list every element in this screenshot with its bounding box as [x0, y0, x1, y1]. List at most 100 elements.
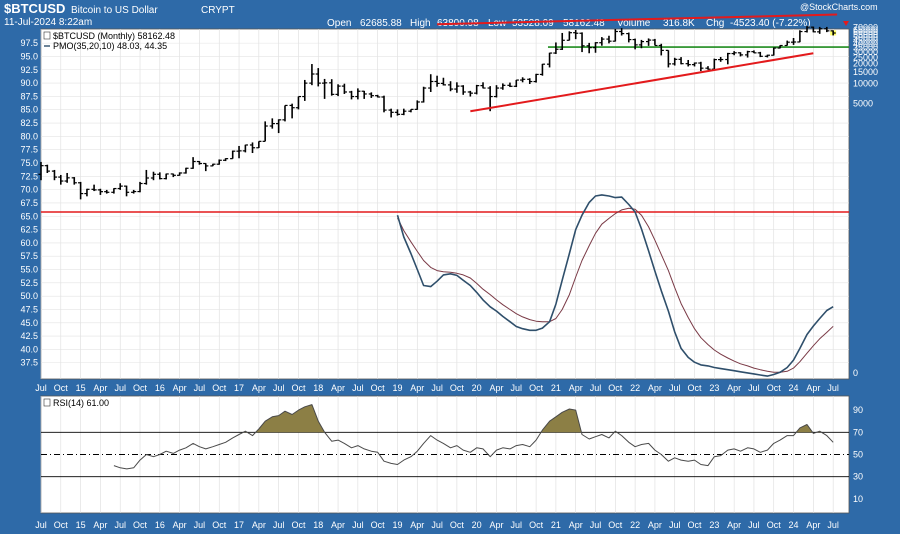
- x-tick-label: Jul: [114, 383, 126, 393]
- x-tick-label: Apr: [410, 383, 424, 393]
- x-tick-label: Oct: [767, 383, 782, 393]
- rsi-tick-label: 10: [853, 494, 863, 504]
- last-value: 58162.48: [563, 18, 605, 29]
- x-tick-label: Oct: [133, 520, 148, 530]
- high-label: High: [410, 18, 431, 29]
- header-name: Bitcoin to US Dollar: [71, 5, 158, 16]
- x-tick-label: Oct: [450, 520, 465, 530]
- x-tick-label: Oct: [450, 383, 465, 393]
- left-tick-label: 47.5: [20, 304, 38, 314]
- right-tick-label: 0: [853, 368, 858, 378]
- x-tick-label: 20: [472, 383, 482, 393]
- pmo-signal-line: [397, 207, 834, 373]
- x-tick-label: Jul: [35, 520, 47, 530]
- right-tick-label: 50000: [853, 32, 878, 42]
- x-tick-label: 24: [789, 520, 799, 530]
- x-axis-top: Jul Oct 15 Apr Jul Oct 16 Apr Jul Oct 17 Apr Jul Oct 1…: [35, 383, 839, 393]
- x-tick-label: Apr: [489, 383, 503, 393]
- x-tick-label: Jul: [114, 520, 126, 530]
- x-tick-label: 19: [392, 383, 402, 393]
- down-arrow-icon: [843, 21, 849, 26]
- x-tick-label: 23: [709, 520, 719, 530]
- x-tick-label: Apr: [569, 383, 583, 393]
- price-left-axis: 97.5 95.0 92.5 90.0 87.5 85.0 82.5 80.0 77.5 75.0…: [20, 38, 38, 368]
- x-tick-label: Oct: [608, 520, 623, 530]
- right-tick-label: 5000: [853, 99, 873, 109]
- watermark: @StockCharts.com: [800, 2, 878, 12]
- chg-label: Chg: [706, 18, 724, 29]
- left-tick-label: 65.0: [20, 211, 38, 221]
- x-tick-label: 18: [313, 520, 323, 530]
- x-tick-label: Jul: [352, 383, 364, 393]
- left-tick-label: 67.5: [20, 198, 38, 208]
- header-exchange: CRYPT: [201, 5, 235, 16]
- x-tick-label: Jul: [273, 383, 285, 393]
- x-tick-label: Oct: [529, 383, 544, 393]
- x-tick-label: Apr: [727, 383, 741, 393]
- x-tick-label: Jul: [352, 520, 364, 530]
- left-tick-label: 55.0: [20, 265, 38, 275]
- low-value: 53528.09: [512, 18, 554, 29]
- rsi-legend: RSI(14) 61.00: [43, 398, 109, 408]
- x-tick-label: Apr: [252, 383, 266, 393]
- left-tick-label: 87.5: [20, 91, 38, 101]
- price-marks: [38, 13, 849, 377]
- x-tick-label: Oct: [291, 520, 306, 530]
- x-tick-label: Oct: [54, 383, 69, 393]
- x-tick-label: Apr: [331, 520, 345, 530]
- right-tick-label: 70000: [853, 23, 878, 33]
- volume-value: 316.8K: [663, 18, 695, 29]
- x-tick-label: Apr: [648, 520, 662, 530]
- x-tick-label: Jul: [748, 383, 760, 393]
- price-right-axis: 7000065000600005500050000450004000035000…: [853, 23, 878, 378]
- x-tick-label: Apr: [93, 520, 107, 530]
- x-tick-label: Oct: [608, 383, 623, 393]
- x-tick-label: 22: [630, 520, 640, 530]
- x-tick-label: Jul: [590, 520, 602, 530]
- right-tick-label: 10000: [853, 79, 878, 89]
- x-tick-label: Oct: [688, 383, 703, 393]
- left-tick-label: 42.5: [20, 331, 38, 341]
- rsi-grid: [40, 396, 849, 513]
- legend-collapse-icon: [43, 31, 51, 40]
- x-tick-label: Jul: [669, 383, 681, 393]
- volume-label: Volume: [617, 18, 651, 29]
- left-tick-label: 80.0: [20, 131, 38, 141]
- x-tick-label: Oct: [371, 383, 386, 393]
- x-tick-label: Jul: [590, 383, 602, 393]
- left-tick-label: 85.0: [20, 105, 38, 115]
- rsi-overbought-fill: [255, 404, 325, 433]
- x-tick-label: 21: [551, 520, 561, 530]
- x-tick-label: Oct: [212, 520, 227, 530]
- x-tick-label: 23: [709, 383, 719, 393]
- x-tick-label: Oct: [212, 383, 227, 393]
- right-tick-label: 65000: [853, 25, 878, 35]
- open-label: Open: [327, 18, 351, 29]
- rsi-tick-label: 90: [853, 405, 863, 415]
- right-tick-label: 55000: [853, 30, 878, 40]
- x-tick-label: 22: [630, 383, 640, 393]
- x-tick-label: 20: [472, 520, 482, 530]
- x-tick-label: 24: [789, 383, 799, 393]
- x-tick-label: Jul: [827, 520, 839, 530]
- x-tick-label: 15: [76, 520, 86, 530]
- x-axis-bottom: Jul Oct 15 Apr Jul Oct 16 Apr Jul Oct 17 Apr Jul Oct 1…: [35, 520, 839, 530]
- x-tick-label: 19: [392, 520, 402, 530]
- x-tick-label: Apr: [489, 520, 503, 530]
- x-tick-label: Apr: [93, 383, 107, 393]
- right-tick-label: 15000: [853, 67, 878, 77]
- left-tick-label: 95.0: [20, 51, 38, 61]
- left-tick-label: 40.0: [20, 344, 38, 354]
- x-tick-label: Apr: [173, 383, 187, 393]
- x-tick-label: Apr: [806, 520, 820, 530]
- x-tick-label: Oct: [133, 383, 148, 393]
- x-tick-label: Apr: [252, 520, 266, 530]
- x-tick-label: Apr: [569, 520, 583, 530]
- price-panel: [40, 28, 850, 380]
- right-tick-label: 35000: [853, 43, 878, 53]
- x-tick-label: Oct: [54, 520, 69, 530]
- x-tick-label: Apr: [410, 520, 424, 530]
- left-tick-label: 75.0: [20, 158, 38, 168]
- price-grid: [40, 29, 849, 379]
- rsi-line: [113, 404, 834, 470]
